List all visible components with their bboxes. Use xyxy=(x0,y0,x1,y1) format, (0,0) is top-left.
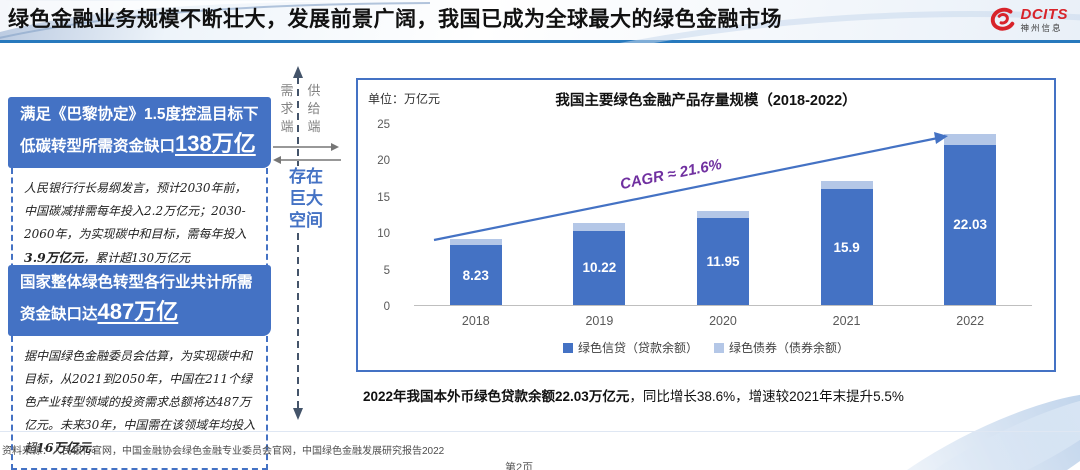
page-title: 绿色金融业务规模不断壮大，发展前景广阔，我国已成为全球最大的绿色金融市场 xyxy=(8,8,782,31)
x-axis-label: 2019 xyxy=(585,314,614,328)
exchange-arrows-icon xyxy=(273,143,341,164)
legend-swatch xyxy=(562,342,573,353)
body-text: 据中国绿色金融委员会估算，为实现碳中和目标，从2021到2050年，中国在211… xyxy=(24,349,256,456)
legend-item: 绿色债券（债券余额） xyxy=(714,339,849,356)
dcits-swirl-icon xyxy=(990,7,1014,31)
bar-group: 22.03 2022 xyxy=(944,134,997,328)
footnote-rest-text: ，同比增长38.6%，增速较2021年末提升5.5% xyxy=(629,389,904,404)
green-bond-segment xyxy=(696,210,749,219)
legend-label: 绿色债券（债券余额） xyxy=(729,341,850,355)
funding-gap-box-paris-heading: 满足《巴黎协定》1.5度控温目标下低碳转型所需资金缺口138万亿 xyxy=(8,97,271,169)
bar-value-label: 15.9 xyxy=(833,239,860,255)
body-bold-text: 16万亿元 xyxy=(36,440,91,456)
green-bond-segment xyxy=(573,223,626,231)
supply-side-label: 供给端 xyxy=(307,83,321,135)
logo-subtitle-text: 神州信息 xyxy=(1020,23,1063,34)
vertical-dashed-arrow xyxy=(293,66,303,420)
chart-title: 我国主要绿色金融产品存量规模（2018-2022） xyxy=(555,93,857,109)
heading-text: 国家整体绿色转型各行业共计所需资金缺口达 xyxy=(20,274,253,324)
funding-gap-box-national-body: 据中国绿色金融委员会估算，为实现碳中和目标，从2021到2050年，中国在211… xyxy=(11,336,268,470)
plot-area: 8.23 2018 10.22 2019 11.95 2020 15.9 2021 22.03 2… xyxy=(414,124,1032,328)
chart-footnote: 2022年我国本外币绿色贷款余额22.03万亿元，同比增长38.6%，增速较20… xyxy=(363,385,904,405)
chart-unit-label: 单位：万亿元 xyxy=(368,92,441,106)
legend-item: 绿色信贷（贷款余额） xyxy=(562,339,698,356)
funding-gap-box-national: 国家整体绿色转型各行业共计所需资金缺口达487万亿 据中国绿色金融委员会估算，为… xyxy=(8,265,271,470)
y-axis-tick: 10 xyxy=(377,228,390,241)
green-bond-segment xyxy=(944,134,997,145)
green-bond-segment xyxy=(449,239,502,246)
bar-group: 15.9 2021 xyxy=(820,180,873,328)
green-bond-segment xyxy=(820,180,873,190)
y-axis-tick: 5 xyxy=(383,264,390,277)
bar-group: 8.23 2018 xyxy=(449,239,502,328)
source-note: 资料来源：人民银行官网，中国金融协会绿色金融专业委员会官网，中国绿色金融发展研究… xyxy=(2,446,445,457)
y-axis: 0 5 10 15 20 25 xyxy=(366,119,390,313)
bar-value-label: 8.23 xyxy=(462,267,489,283)
body-suffix-text: 。 xyxy=(90,441,103,456)
footnote-bold-text: 2022年我国本外币绿色贷款余额22.03万亿元 xyxy=(363,389,630,404)
legend-swatch xyxy=(714,342,724,353)
heading-highlight: 487万亿 xyxy=(97,299,179,325)
company-logo: DCITS 神州信息 xyxy=(987,5,1069,35)
legend-label: 绿色信贷（贷款余额） xyxy=(577,341,698,355)
header-bar: 绿色金融业务规模不断壮大，发展前景广阔，我国已成为全球最大的绿色金融市场 DCI… xyxy=(0,0,1080,43)
heading-highlight: 138万亿 xyxy=(175,131,256,157)
green-credit-segment: 22.03 xyxy=(944,144,997,305)
header-swoosh-decoration xyxy=(0,0,1080,43)
body-text: 人民银行行长易纲发言，预计2030年前，中国碳减排需每年投入2.2万亿元；203… xyxy=(24,181,247,241)
bar-group: 10.22 2019 xyxy=(573,223,626,328)
y-axis-tick: 25 xyxy=(377,119,390,131)
y-axis-tick: 15 xyxy=(377,191,390,204)
y-axis-tick: 0 xyxy=(383,301,390,313)
x-axis-label: 2022 xyxy=(956,314,985,328)
green-credit-segment: 8.23 xyxy=(449,245,502,305)
logo-brand-text: DCITS xyxy=(1020,6,1068,24)
green-credit-segment: 11.95 xyxy=(696,218,749,305)
green-credit-segment: 10.22 xyxy=(573,230,626,305)
funding-gap-box-national-heading: 国家整体绿色转型各行业共计所需资金缺口达487万亿 xyxy=(8,265,271,337)
footer-divider xyxy=(0,431,1080,432)
bar-value-label: 10.22 xyxy=(582,260,617,276)
page-number: 第2页 xyxy=(505,462,534,470)
heading-text: 满足《巴黎协定》1.5度控温目标下低碳转型所需资金缺口 xyxy=(20,106,259,156)
body-bold-text: 3.9万亿元 xyxy=(24,249,84,265)
x-axis-label: 2021 xyxy=(832,314,861,328)
x-axis-label: 2020 xyxy=(709,314,737,328)
x-axis-label: 2018 xyxy=(461,314,490,328)
bar-group: 11.95 2020 xyxy=(696,210,749,328)
y-axis-tick: 20 xyxy=(377,155,390,168)
funding-gap-box-paris: 满足《巴黎协定》1.5度控温目标下低碳转型所需资金缺口138万亿 人民银行行长易… xyxy=(8,97,271,280)
green-credit-segment: 15.9 xyxy=(820,189,873,305)
bar-value-label: 22.03 xyxy=(953,217,988,233)
funding-gap-box-paris-body: 人民银行行长易纲发言，预计2030年前，中国碳减排需每年投入2.2万亿元；203… xyxy=(11,168,268,280)
demand-side-label: 需求端 xyxy=(280,83,294,135)
bar-value-label: 11.95 xyxy=(706,254,740,269)
chart-panel: 单位：万亿元 我国主要绿色金融产品存量规模（2018-2022） 0 5 10 15 2… xyxy=(356,78,1056,372)
body-suffix-text: ，累计超130万亿元 xyxy=(83,250,191,265)
huge-gap-label: 存在巨大空间 xyxy=(287,166,325,233)
chart-legend: 绿色信贷（贷款余额） 绿色债券（债券余额） xyxy=(358,339,1054,356)
